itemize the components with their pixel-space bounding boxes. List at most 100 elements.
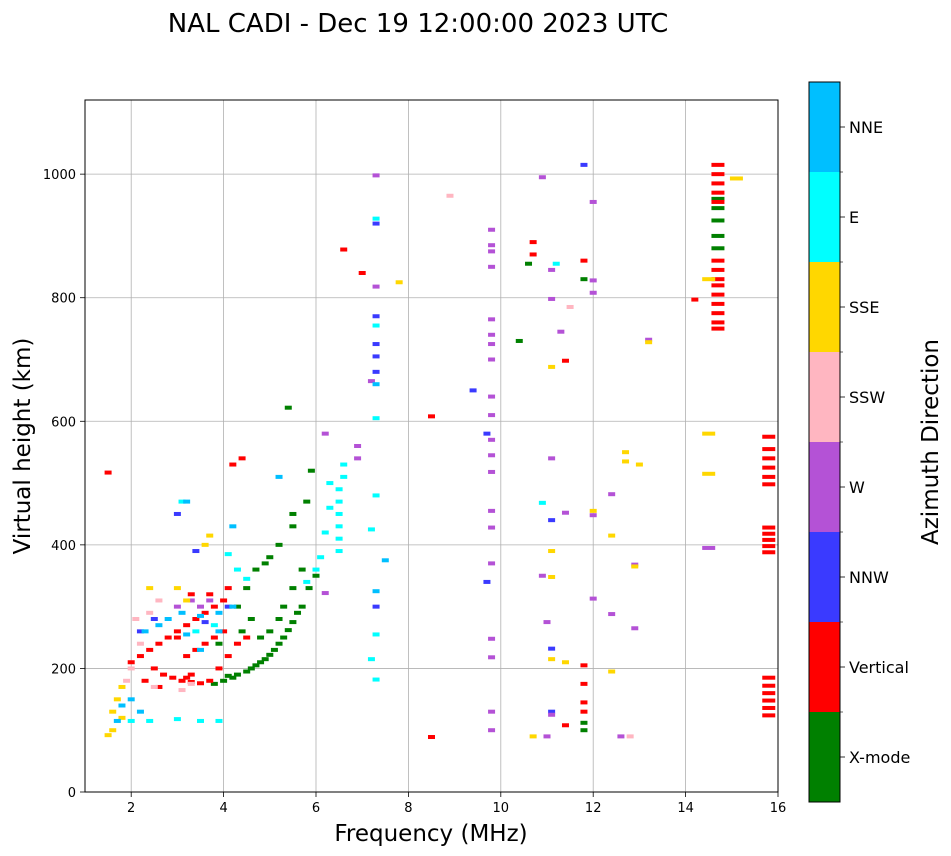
data-point [312,567,320,572]
data-point [622,459,630,464]
data-point [702,431,716,436]
data-point [280,635,288,640]
colorbar-tick-label: NNW [849,568,889,587]
data-point [561,510,569,515]
colorbar-tick-label: NNE [849,118,883,137]
data-point [711,292,725,297]
colorbar-segment [809,82,840,172]
data-point [762,698,776,703]
data-point [428,414,435,419]
data-point [183,632,191,637]
data-point [206,592,214,597]
colorbar-label: Azimuth Direction [918,339,944,545]
data-point [711,172,725,177]
colorbar-tick-label: X-mode [849,748,910,767]
data-point [372,314,380,319]
data-point [711,311,725,316]
data-point [192,629,200,634]
data-point [762,675,776,680]
data-point [183,499,191,504]
data-point [127,718,135,723]
data-point [197,604,204,609]
data-point [469,388,477,393]
series-vertical [104,162,776,740]
data-point [711,199,725,204]
data-point [372,589,380,594]
data-point [197,647,204,652]
data-point [266,555,274,560]
data-point [488,332,496,337]
data-point [488,508,496,513]
data-point [762,683,776,688]
data-point [132,617,140,621]
data-point [608,669,616,674]
data-point [326,481,334,486]
data-point [312,573,320,578]
data-point [762,531,776,536]
data-point [275,641,283,646]
data-point [367,527,375,532]
data-point [224,604,232,609]
data-point [483,579,491,584]
data-point [372,416,380,421]
data-point [173,511,181,516]
data-point [538,500,546,505]
data-point [580,277,588,282]
data-point [529,240,537,245]
data-point [608,492,616,497]
data-point [243,669,251,674]
data-point [257,635,265,640]
data-point [340,247,348,252]
data-point [367,657,375,662]
data-point [215,629,223,634]
data-point [488,249,496,254]
data-point [589,508,597,513]
data-point [538,573,546,578]
data-point [552,261,560,266]
data-point [372,493,380,498]
y-tick-label: 1000 [43,168,76,183]
data-point [210,681,218,686]
x-tick-label: 6 [312,801,320,816]
data-point [229,524,237,529]
data-point [141,629,149,634]
series-nnw [136,162,588,714]
data-point [187,592,195,597]
data-point [243,576,251,581]
data-point [589,513,597,518]
data-point [136,629,144,634]
data-point [197,681,204,686]
data-point [580,162,588,167]
data-point [197,613,204,618]
data-point [284,628,292,633]
data-point [224,552,232,557]
data-point [113,718,121,723]
y-tick-label: 600 [51,415,76,430]
data-point [284,405,292,410]
colorbar-segment [809,532,840,622]
data-point [762,691,776,696]
data-point [178,499,186,504]
data-point [395,280,403,285]
data-point [543,620,551,625]
data-point [335,524,343,529]
data-point [289,511,297,516]
data-point [215,718,223,723]
data-point [187,672,195,677]
data-point [762,465,776,470]
data-point [566,304,574,309]
data-point [201,620,209,625]
data-point [372,173,380,178]
grid-lines [85,100,779,793]
data-point [294,610,302,615]
data-point [626,734,634,739]
data-point [183,675,191,680]
data-point [224,654,232,659]
data-point [372,323,380,328]
data-point [233,641,241,646]
data-point [326,505,334,510]
data-point [183,623,191,628]
data-point [691,297,699,302]
data-point [483,431,491,436]
data-point [146,718,154,723]
